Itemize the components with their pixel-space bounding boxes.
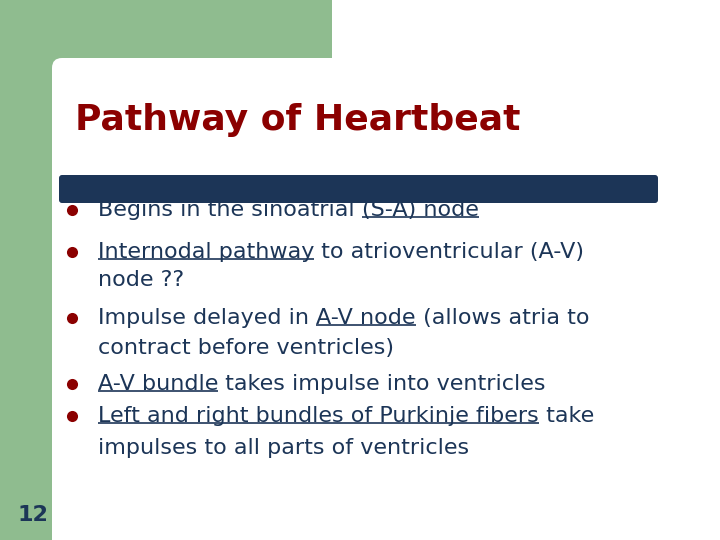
- Text: contract before ventricles): contract before ventricles): [98, 338, 394, 358]
- Text: to atrioventricular (A-V): to atrioventricular (A-V): [315, 242, 585, 262]
- Text: A-V node: A-V node: [316, 308, 415, 328]
- Text: Pathway of Heartbeat: Pathway of Heartbeat: [75, 103, 521, 137]
- FancyBboxPatch shape: [59, 175, 658, 203]
- Text: Left and right bundles of Purkinje fibers: Left and right bundles of Purkinje fiber…: [98, 406, 539, 426]
- Text: (allows atria to: (allows atria to: [415, 308, 589, 328]
- Text: Begins in the sinoatrial: Begins in the sinoatrial: [98, 200, 361, 220]
- Bar: [62, 78, 720, 540]
- Bar: [62, 0, 332, 68]
- Bar: [332, 0, 720, 68]
- Text: takes impulse into ventricles: takes impulse into ventricles: [218, 374, 546, 394]
- Text: A-V bundle: A-V bundle: [98, 374, 218, 394]
- Text: Internodal pathway: Internodal pathway: [98, 242, 315, 262]
- Text: take: take: [539, 406, 594, 426]
- Text: node ??: node ??: [98, 270, 184, 290]
- Text: impulses to all parts of ventricles: impulses to all parts of ventricles: [98, 438, 469, 458]
- Text: Impulse delayed in: Impulse delayed in: [98, 308, 316, 328]
- Text: (S-A) node: (S-A) node: [361, 200, 479, 220]
- Text: 12: 12: [18, 505, 49, 525]
- Bar: [0, 0, 62, 540]
- FancyBboxPatch shape: [52, 58, 720, 540]
